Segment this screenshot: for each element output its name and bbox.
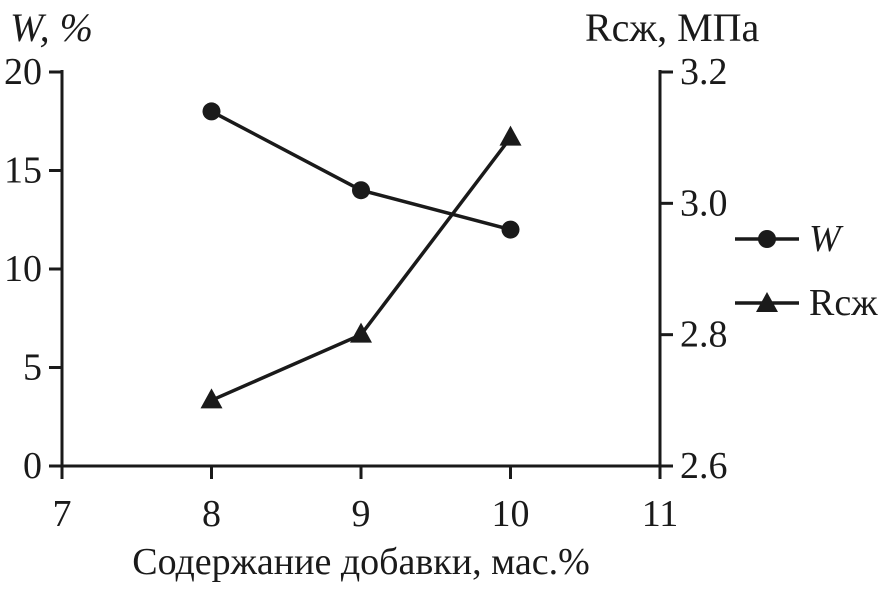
circle-marker-icon (758, 230, 776, 248)
left-axis-tick-label: 10 (4, 248, 42, 290)
series-line-rszh (210, 136, 512, 402)
x-axis-tick-label: 8 (202, 493, 221, 535)
right-axis-tick-label: 2.6 (680, 445, 728, 487)
legend-label-w: W (809, 218, 841, 260)
x-axis-tick-label: 11 (642, 493, 679, 535)
x-axis-tick-label: 9 (352, 493, 371, 535)
legend: W Rсж (733, 217, 877, 325)
x-axis-tick-label: 7 (53, 493, 72, 535)
left-axis-tick-label: 15 (4, 150, 42, 192)
data-point-circle-w (501, 220, 520, 239)
left-axis-tick-label: 5 (23, 347, 42, 389)
data-point-triangle-rszh (499, 125, 522, 146)
legend-marker-circle (735, 230, 799, 248)
series-line-w (210, 109, 511, 232)
right-axis-title: Rсж, МПа (585, 5, 760, 50)
left-axis-tick-label: 0 (23, 445, 42, 487)
data-point-triangle-rszh (350, 322, 372, 343)
right-axis-tick-label: 3.0 (680, 182, 728, 224)
left-axis-title: W, % (10, 5, 93, 50)
data-point-circle-w (202, 102, 221, 121)
right-axis-tick-label: 3.2 (680, 51, 728, 93)
data-point-circle-w (352, 181, 370, 200)
legend-label-rszh: Rсж (809, 282, 878, 324)
x-axis-title: Содержание добавки, мас.% (132, 541, 590, 583)
triangle-marker-icon (756, 292, 778, 312)
right-axis-tick-label: 2.8 (680, 314, 728, 356)
left-axis-tick-label: 20 (4, 51, 42, 93)
legend-marker-triangle (735, 292, 799, 312)
x-axis-tick-label: 10 (492, 493, 530, 535)
data-point-triangle-rszh (200, 388, 223, 409)
legend-item-w: W (733, 217, 877, 261)
legend-item-rszh: Rсж (733, 281, 877, 325)
